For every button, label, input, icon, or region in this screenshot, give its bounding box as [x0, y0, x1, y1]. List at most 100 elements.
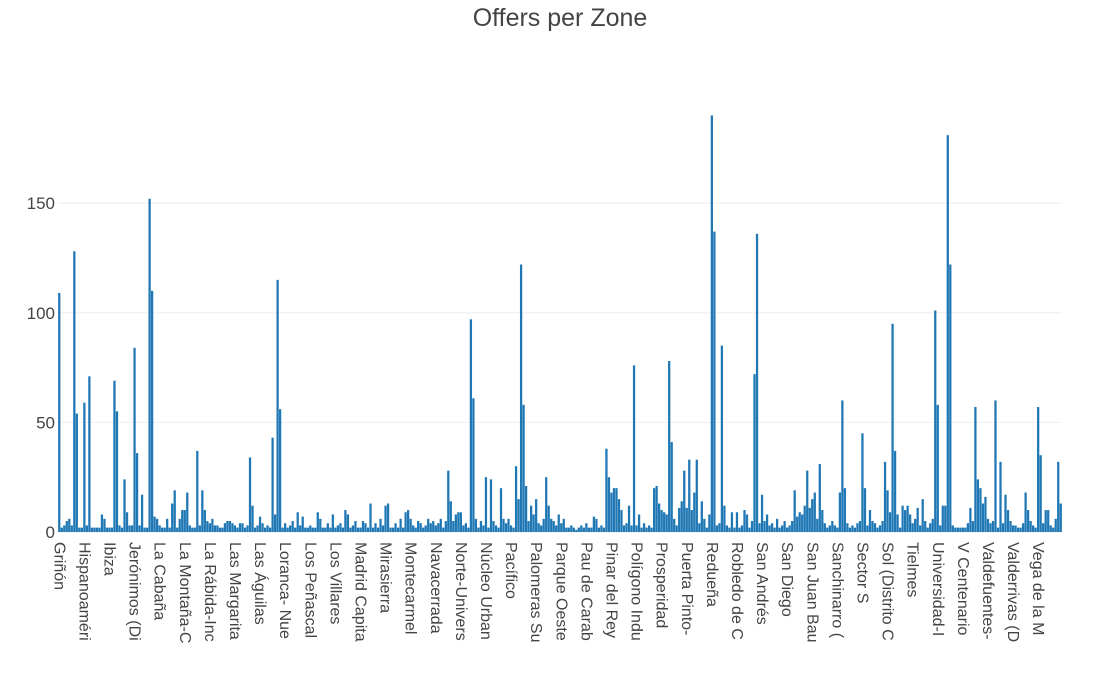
bar	[284, 523, 287, 532]
bar	[909, 514, 912, 532]
bar	[924, 521, 927, 532]
bar	[994, 400, 997, 532]
bar	[914, 518, 917, 532]
y-tick-label: 150	[27, 194, 55, 213]
bar	[93, 527, 96, 532]
bar	[929, 523, 932, 532]
bar	[462, 525, 465, 532]
bar	[196, 450, 199, 532]
bar	[83, 402, 86, 532]
bar	[683, 470, 686, 532]
bar	[861, 433, 864, 532]
bar	[356, 527, 360, 532]
bar	[216, 525, 219, 532]
bar	[670, 442, 673, 532]
x-tick-label: Sol (Distrito C	[879, 542, 896, 641]
bar	[145, 527, 149, 532]
bar	[359, 527, 362, 532]
x-tick-label: Montecarmel	[402, 542, 419, 634]
bar	[680, 501, 683, 532]
bar	[135, 453, 139, 532]
bar	[959, 527, 962, 532]
x-tick-label: Mirasierra	[377, 542, 394, 613]
bar	[888, 512, 892, 532]
bar	[871, 521, 874, 532]
bar	[457, 512, 460, 532]
bar	[168, 527, 171, 532]
bar	[65, 521, 68, 532]
bar	[793, 490, 796, 532]
x-tick-label: Los Villares	[326, 542, 343, 624]
bar	[655, 485, 658, 532]
bar	[703, 518, 706, 532]
bar	[1059, 503, 1062, 532]
y-tick-label: 0	[46, 523, 55, 542]
bar	[740, 525, 744, 532]
bar	[765, 514, 769, 532]
bar	[88, 376, 91, 532]
bar	[166, 518, 169, 532]
bar	[156, 518, 159, 532]
bar	[720, 345, 724, 532]
bar	[592, 516, 596, 532]
bar	[713, 231, 716, 532]
bar	[791, 521, 794, 532]
bar	[396, 527, 400, 532]
bar	[442, 527, 445, 532]
bar	[231, 523, 234, 532]
bar	[883, 461, 887, 532]
x-tick-label: La Rábida-Inc	[201, 542, 218, 642]
bar	[208, 523, 211, 532]
bar	[296, 512, 299, 532]
bar	[123, 479, 126, 532]
bar	[939, 525, 942, 532]
bar	[545, 477, 548, 532]
bar	[306, 527, 309, 532]
bar	[1011, 525, 1015, 532]
bar	[605, 448, 608, 532]
bar	[823, 523, 826, 532]
bar	[1019, 527, 1022, 532]
bar	[424, 525, 427, 532]
bar	[404, 512, 407, 532]
bar	[876, 527, 879, 532]
bar	[567, 527, 570, 532]
bar	[504, 523, 508, 532]
bar	[78, 527, 81, 532]
bar	[304, 527, 307, 532]
bar	[279, 409, 282, 532]
bar	[788, 525, 791, 532]
x-tick-label: Puerta Pinto-	[678, 542, 695, 635]
bar	[138, 525, 141, 532]
bar	[95, 527, 99, 532]
bar	[341, 527, 345, 532]
bar	[665, 514, 668, 532]
bar	[873, 523, 877, 532]
bar	[760, 494, 764, 532]
bar	[459, 512, 462, 532]
x-tick-label: San Diego	[778, 542, 795, 617]
bar	[530, 505, 533, 532]
bar	[309, 525, 312, 532]
x-tick-label: Griñón	[50, 542, 67, 590]
bar	[637, 514, 641, 532]
bar	[417, 521, 420, 532]
bar	[509, 525, 513, 532]
bar	[213, 525, 217, 532]
x-tick-label: Parque Oeste	[552, 542, 569, 641]
bar	[281, 527, 284, 532]
bar	[369, 503, 372, 532]
bar	[85, 525, 88, 532]
bar	[620, 510, 623, 532]
bar	[612, 488, 616, 532]
bar	[868, 510, 872, 532]
bar	[831, 521, 834, 532]
x-tick-label: Hispanoaméri	[75, 542, 92, 641]
bar	[487, 527, 490, 532]
bar	[497, 527, 500, 532]
bar	[261, 523, 264, 532]
bar	[572, 527, 575, 532]
bar	[660, 510, 663, 532]
x-tick-label: Vega de la M	[1029, 542, 1046, 635]
bar	[775, 518, 779, 532]
